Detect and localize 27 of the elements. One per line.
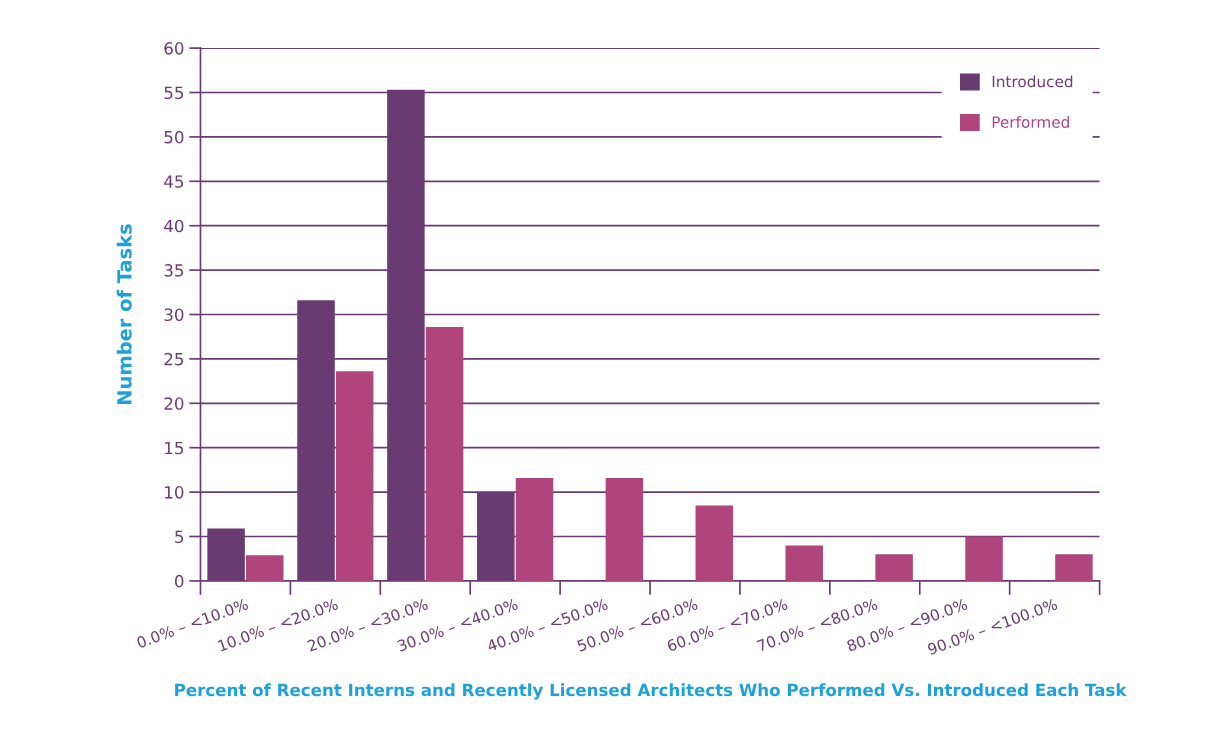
y-tick-label: 35 xyxy=(164,264,184,277)
bar xyxy=(695,505,734,581)
bar xyxy=(1055,554,1093,581)
bar xyxy=(875,554,913,581)
y-tick-label: 0 xyxy=(175,574,184,588)
y-tick-label: 15 xyxy=(165,441,184,455)
bar xyxy=(515,477,554,581)
x-axis-title: Percent of Recent Interns and Recently Licensed Architects Who Performed Vs. Introduced Each Task xyxy=(175,683,1127,700)
bar xyxy=(246,555,284,581)
y-tick-label: 40 xyxy=(164,219,184,233)
y-tick-label: 60 xyxy=(164,42,184,55)
y-tick-label: 20 xyxy=(164,397,184,410)
bar xyxy=(605,477,644,581)
y-tick-label: 5 xyxy=(175,530,184,544)
y-tick-label: 25 xyxy=(164,352,184,366)
y-tick-label: 30 xyxy=(164,308,184,322)
legend-label: Introduced xyxy=(992,75,1073,88)
bar xyxy=(335,371,374,581)
bar xyxy=(965,536,1003,581)
legend-label: Performed xyxy=(992,116,1069,128)
y-tick-label: 50 xyxy=(164,130,184,144)
y-tick-label: 55 xyxy=(164,86,184,100)
y-tick-label: 45 xyxy=(164,175,184,188)
y-tick-label: 10 xyxy=(165,486,184,499)
bar xyxy=(785,545,823,581)
y-axis-title: Number of Tasks xyxy=(116,224,132,404)
bar xyxy=(425,326,464,581)
